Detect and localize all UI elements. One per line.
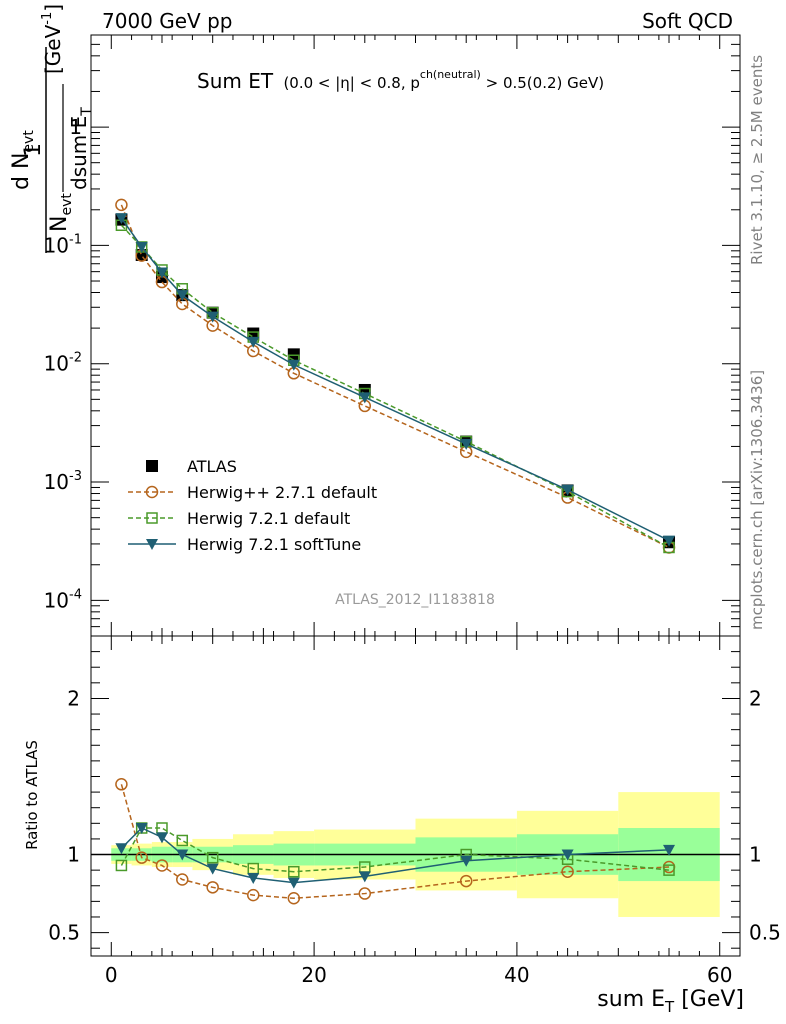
x-tick-label-60: 60 bbox=[707, 963, 732, 987]
data-point-3-9 bbox=[561, 484, 574, 496]
data-point-3-2 bbox=[155, 267, 168, 279]
ratio-point-2-6 bbox=[288, 865, 300, 878]
svg-text:d Nevt: d Nevt bbox=[9, 130, 37, 190]
series-line-1 bbox=[120, 204, 670, 549]
data-point-3-1 bbox=[135, 241, 148, 253]
ratio-y-tick-label-right-2: 2 bbox=[749, 686, 762, 710]
svg-text:[GeV-1]: [GeV-1] bbox=[40, 4, 65, 74]
analysis-watermark: ATLAS_2012_I1183818 bbox=[335, 592, 495, 608]
data-point-0-5 bbox=[247, 327, 260, 340]
legend-marker-0 bbox=[146, 460, 158, 472]
y-tick-label-3: 10-1 bbox=[44, 232, 82, 257]
legend-label-1: Herwig++ 2.7.1 default bbox=[187, 483, 377, 502]
series-line-2 bbox=[120, 224, 670, 549]
svg-text:dsum ET: dsum ET bbox=[67, 107, 95, 190]
ratio-point-2-4 bbox=[206, 851, 219, 864]
x-tick-label-0: 0 bbox=[105, 963, 118, 987]
data-point-3-0 bbox=[115, 213, 128, 225]
legend-label-3: Herwig 7.2.1 softTune bbox=[187, 535, 361, 554]
main-series-layer bbox=[115, 198, 676, 554]
ratio-y-axis-label: Ratio to ATLAS bbox=[23, 740, 41, 850]
y-tick-label-2: 10-2 bbox=[44, 351, 82, 376]
mcplots-label: mcplots.cern.ch [arXiv:1306.3436] bbox=[748, 370, 766, 630]
ratio-point-3-2 bbox=[155, 832, 168, 844]
data-point-3-3 bbox=[176, 290, 189, 302]
legend-marker-3 bbox=[146, 539, 158, 550]
ratio-point-3-3 bbox=[176, 849, 189, 861]
legend-label-2: Herwig 7.2.1 default bbox=[187, 509, 350, 528]
ratio-point-1-2 bbox=[155, 859, 169, 872]
ratio-series-layer bbox=[115, 778, 676, 905]
ratio-point-3-6 bbox=[287, 877, 300, 889]
legend-marker-2 bbox=[146, 512, 158, 524]
ratio-point-1-1 bbox=[135, 851, 148, 864]
svg-text:Nevt: Nevt bbox=[47, 193, 75, 232]
ratio-point-1-3 bbox=[176, 873, 189, 886]
ratio-y-tick-label-right-1: 1 bbox=[749, 843, 762, 867]
svg-text:1: 1 bbox=[21, 143, 46, 157]
y-tick-label-4: 1 bbox=[69, 115, 82, 139]
legend: ATLAS Herwig++ 2.7.1 default Herwig 7.2.1 … bbox=[128, 457, 377, 554]
data-point-3-4 bbox=[206, 311, 219, 323]
axis-ticks: 0 20 40 60 10-4 10-3 10-2 10-1 1 0.5 0.5 1 1 2 2 bbox=[44, 34, 781, 987]
ratio-point-3-8 bbox=[460, 855, 473, 867]
data-point-3-10 bbox=[663, 535, 676, 547]
legend-marker-1 bbox=[145, 485, 159, 499]
data-point-3-8 bbox=[460, 438, 473, 450]
ratio-point-3-10 bbox=[663, 844, 676, 856]
ratio-point-1-4 bbox=[206, 881, 219, 894]
ratio-point-1-8 bbox=[459, 874, 473, 888]
ratio-point-3-1 bbox=[135, 823, 148, 834]
ratio-line-2 bbox=[120, 827, 670, 873]
data-point-1-0 bbox=[115, 198, 128, 212]
ratio-y-tick-label-0: 0.5 bbox=[48, 921, 80, 945]
ratio-point-2-10 bbox=[663, 864, 675, 876]
data-point-3-6 bbox=[287, 359, 300, 371]
ratio-point-3-4 bbox=[206, 863, 219, 875]
legend-label-0: ATLAS bbox=[187, 457, 237, 476]
ratio-point-3-5 bbox=[247, 872, 260, 884]
data-point-0-6 bbox=[287, 348, 300, 361]
ratio-y-tick-label-right-0: 0.5 bbox=[749, 921, 781, 945]
header-right: Soft QCD bbox=[642, 9, 733, 33]
y-tick-label-0: 10-4 bbox=[44, 587, 82, 612]
ratio-point-2-3 bbox=[176, 834, 189, 847]
ratio-point-1-0 bbox=[115, 778, 128, 791]
ratio-y-tick-label-1: 1 bbox=[67, 843, 80, 867]
rivet-label: Rivet 3.1.10, ≥ 2.5M events bbox=[748, 55, 766, 265]
ratio-line-1 bbox=[120, 784, 670, 899]
data-point-3-5 bbox=[247, 336, 260, 348]
x-tick-label-40: 40 bbox=[504, 963, 529, 987]
ratio-y-tick-label-2: 2 bbox=[67, 686, 80, 710]
ratio-point-3-7 bbox=[358, 871, 371, 883]
data-point-3-7 bbox=[358, 392, 371, 404]
ratio-point-1-9 bbox=[561, 865, 574, 878]
y-tick-label-1: 10-3 bbox=[44, 469, 82, 494]
ratio-point-1-5 bbox=[247, 888, 260, 902]
header-left: 7000 GeV pp bbox=[102, 9, 233, 33]
ratio-point-3-9 bbox=[561, 849, 574, 861]
ratio-point-1-6 bbox=[287, 891, 301, 905]
x-tick-label-20: 20 bbox=[301, 963, 326, 987]
plot-title: Sum ET (0.0 < |η| < 0.8, pch(neutral) > … bbox=[197, 68, 604, 93]
x-axis-label: sum ET [GeV] bbox=[597, 987, 744, 1016]
ratio-point-1-7 bbox=[358, 887, 372, 900]
y-axis-label: 1 Nevt d Nevt dsum ET [GeV-1] bbox=[9, 4, 95, 253]
ratio-point-2-0 bbox=[115, 859, 128, 872]
ratio-point-3-0 bbox=[115, 843, 128, 855]
